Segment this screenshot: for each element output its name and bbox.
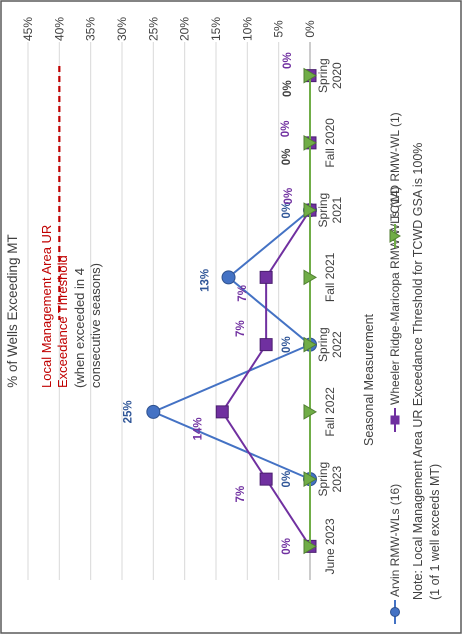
axes: 0%5%10%15%20%25%30%35%40%45%Spring 2020Fa… [5,17,376,575]
x-tick-label: Spring [316,462,330,497]
legend-label: Arvin RMW-WLs (16) [388,484,402,597]
y-tick-label: 5% [272,20,286,38]
legend-item: TCWD RMW-WL (1) [388,112,402,248]
note-text: Note: Local Management Area UR Exceedanc… [411,143,425,600]
y-axis-title: % of Wells Exceeding MT [5,234,20,388]
y-tick-label: 15% [209,17,223,41]
data-point [303,202,317,218]
data-label: 0% [282,80,294,97]
data-point [146,404,161,419]
data-label: 14% [192,417,204,440]
legend-item: Arvin RMW-WLs (16) [388,484,402,624]
y-tick-label: 35% [84,17,98,41]
data-point [303,404,317,420]
legend-label: TCWD RMW-WL (1) [388,112,402,221]
data-label: 0% [281,538,293,555]
data-label: 7% [235,320,247,337]
note-text: (1 of 1 well exceeds MT) [428,464,442,600]
legend-marker [390,415,400,425]
data-point [215,405,229,419]
data-label: 7% [235,486,247,503]
data-label: 0% [281,149,293,166]
x-tick-label: June 2023 [323,518,337,574]
data-label: 0% [282,52,294,69]
data-point [303,471,317,487]
x-tick-label: 2021 [330,196,344,223]
threshold-annotation: consecutive seasons) [88,263,103,388]
x-axis-title: Seasonal Measurement [362,313,376,446]
data-label: 7% [237,285,249,302]
x-tick-label: Spring [316,327,330,362]
data-label: 0% [281,471,293,488]
threshold-group: Local Management Area UR Exceedance Thres… [39,66,103,388]
x-tick-label: 2023 [330,465,344,492]
x-tick-label: 2022 [330,331,344,358]
series-group: 0%13%0%25%0%0%0%0%7%7%14%7%0%0%0% [122,52,317,555]
series-triangle: 0%0% [281,67,317,555]
y-tick-label: 25% [146,17,160,41]
data-point [259,270,273,284]
legend-item: Wheeler Ridge-Maricopa RMW-WLs (14) [388,187,402,432]
data-point [259,338,273,352]
y-tick-label: 30% [115,17,129,41]
data-label: 0% [281,336,293,353]
x-tick-label: Fall 2022 [323,387,337,437]
data-point [303,67,317,84]
data-label: 0% [283,188,295,205]
x-tick-label: Spring [316,58,330,93]
data-point [303,538,317,555]
data-point [221,270,236,285]
y-tick-label: 45% [21,17,35,41]
x-tick-label: Fall 2021 [323,252,337,302]
data-point [303,269,317,286]
legend: Arvin RMW-WLs (16) Wheeler Ridge-Maricopa… [388,112,442,624]
data-label: 0% [281,202,293,219]
data-point [303,336,317,353]
data-label: 13% [200,269,212,292]
x-tick-label: 2020 [330,62,344,89]
legend-marker [389,229,401,243]
legend-marker [390,607,400,617]
x-tick-label: Fall 2020 [323,118,337,168]
data-point [259,472,273,486]
y-tick-label: 10% [240,17,254,41]
y-tick-label: 20% [178,17,192,41]
data-point [303,135,317,151]
y-tick-label: 40% [52,17,66,41]
data-label: 0% [280,121,292,138]
x-tick-label: Spring [316,193,330,228]
threshold-annotation: Local Management Area UR [39,225,54,388]
threshold-annotation: (when exceeded in 4 [72,268,87,388]
y-tick-label: 0% [303,20,317,38]
threshold-annotation: Exceedance Threshold [55,255,70,388]
data-label: 25% [122,400,134,423]
